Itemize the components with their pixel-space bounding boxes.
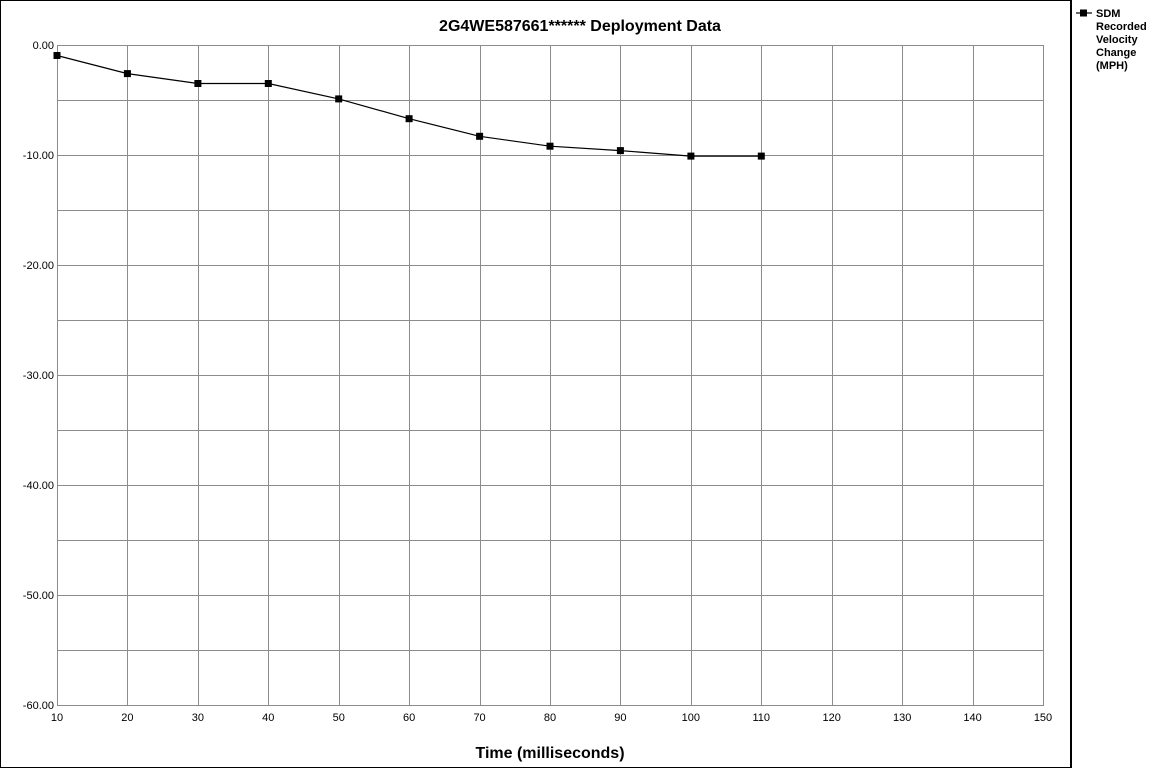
data-point: [405, 115, 413, 123]
x-tick-label: 40: [262, 712, 274, 724]
data-point: [194, 80, 202, 87]
data-point: [476, 132, 484, 140]
legend-marker-square-icon: [1080, 9, 1087, 17]
y-tick-label: -50.00: [23, 590, 54, 602]
x-tick-label: 130: [893, 712, 911, 724]
data-point: [616, 147, 624, 155]
x-tick-label: 60: [403, 712, 415, 724]
series-layer: [53, 52, 765, 160]
x-tick-label: 110: [753, 712, 771, 724]
data-point: [757, 152, 765, 160]
x-tick-label: 120: [823, 712, 841, 724]
legend-label: SDM Recorded Velocity Change (MPH): [1096, 8, 1147, 72]
x-tick-label: 100: [682, 712, 700, 724]
x-tick-label: 90: [614, 712, 626, 724]
data-point: [123, 70, 131, 78]
y-tick-label: -10.00: [23, 150, 54, 162]
data-point: [264, 80, 272, 87]
plot-area: [57, 45, 1044, 706]
x-tick-label: 80: [544, 712, 556, 724]
y-tick-label: -20.00: [23, 260, 54, 272]
chart-title: 2G4WE587661****** Deployment Data: [439, 18, 721, 35]
x-axis-label: Time (milliseconds): [475, 745, 624, 762]
x-axis-ticks: 10 20 30 40 50 60 70 80 90 100 110 120 130 140 150: [51, 712, 1052, 724]
x-tick-label: 50: [333, 712, 345, 724]
x-tick-label: 30: [192, 712, 204, 724]
y-tick-label: -30.00: [23, 370, 54, 382]
y-axis-ticks: 0.00 -10.00 -20.00 -30.00 -40.00 -50.00 -60.00: [23, 40, 54, 712]
data-point: [335, 95, 343, 103]
x-tick-label: 20: [121, 712, 133, 724]
y-tick-label: -60.00: [23, 700, 54, 712]
data-point: [687, 152, 695, 160]
y-tick-label: 0.00: [33, 40, 54, 52]
legend: SDM Recorded Velocity Change (MPH): [1076, 8, 1147, 72]
chart-frame: [0, 0, 1071, 768]
data-point: [546, 142, 554, 150]
x-tick-label: 10: [51, 712, 63, 724]
plot-border: [57, 45, 1044, 706]
x-tick-label: 70: [473, 712, 485, 724]
y-tick-label: -40.00: [23, 480, 54, 492]
data-point: [53, 52, 61, 59]
x-tick-label: 140: [963, 712, 981, 724]
x-tick-label: 150: [1034, 712, 1052, 724]
